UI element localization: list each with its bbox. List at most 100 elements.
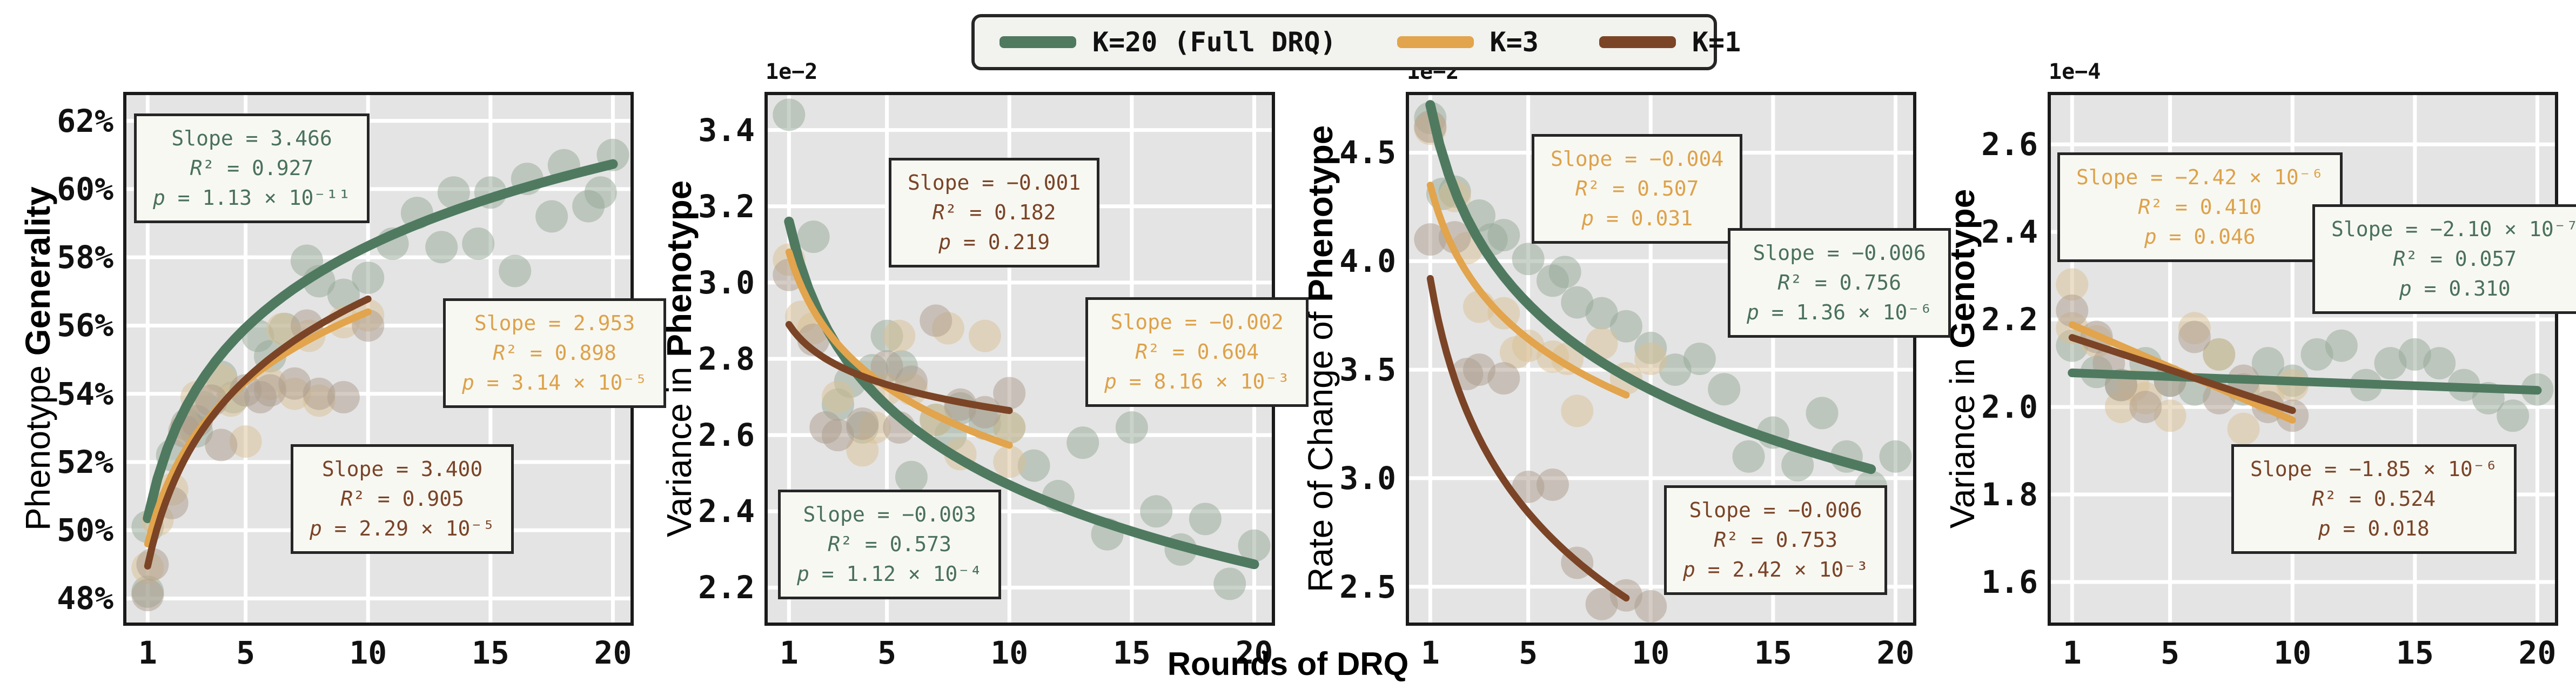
x-tick-label: 20 (2518, 634, 2557, 671)
scatter-point (1066, 426, 1099, 459)
y-tick-label: 56% (57, 307, 113, 344)
slope-value: Slope = 3.400 (321, 457, 483, 481)
r-squared-value: R² = 0.057 (2393, 247, 2517, 271)
r-squared-value: R² = 0.753 (1714, 528, 1837, 552)
scatter-point (1609, 310, 1642, 343)
x-tick-label: 20 (1235, 634, 1273, 671)
r-squared-value: R² = 0.524 (2312, 487, 2436, 511)
y-tick-label: 2.0 (1981, 389, 2038, 426)
y-tick-label: 3.4 (698, 111, 755, 149)
panel-variance-in-genotype: 1e−4 Variance in Genotype Slope = −2.42 … (1943, 59, 2576, 671)
scatter-point (1487, 219, 1520, 252)
stats-annotation: Slope = −0.003 R² = 0.573 p = 1.12 × 10⁻… (778, 490, 1002, 600)
scatter-point (352, 262, 385, 295)
slope-value: Slope = −0.006 (1689, 498, 1862, 522)
scatter-point (327, 381, 360, 414)
scatter-point (1017, 449, 1050, 482)
scatter-point (1585, 297, 1618, 330)
x-tick-label: 1 (779, 634, 799, 671)
scatter-point (2227, 412, 2260, 445)
scatter-point (253, 374, 286, 407)
scatter-point (1140, 495, 1173, 528)
fit-line-k20fulldrq (1425, 100, 1876, 474)
y-tick-label: 2.5 (1339, 568, 1396, 605)
scatter-point (1463, 353, 1495, 386)
scatter-point (1561, 394, 1594, 427)
scatter-point (1487, 362, 1520, 395)
r-squared-value: R² = 0.573 (828, 532, 951, 557)
scatter-point (1536, 468, 1569, 501)
y-axis-label: Variance in Genotype (1943, 189, 1982, 529)
legend: K=20 (Full DRQ) K=3 K=1 (971, 14, 1741, 70)
y-tick-label: 3.2 (698, 188, 755, 225)
scatter-point (870, 350, 903, 383)
legend-label-k20: K=20 (Full DRQ) (1092, 26, 1337, 58)
scatter-point (1115, 411, 1148, 444)
plot-frame (2048, 92, 2558, 626)
scatter-point (1548, 256, 1581, 289)
scatter-point (1238, 529, 1271, 562)
y-tick-label: 3.0 (698, 264, 755, 301)
scatter-point (1512, 329, 1545, 362)
scatter-point (846, 407, 879, 440)
fit-line-k1 (144, 295, 372, 570)
p-value: p = 1.13 × 10⁻¹¹ (153, 186, 351, 210)
legend-label-k1: K=1 (1692, 26, 1741, 58)
scatter-point (2203, 338, 2236, 371)
scatter-point (2398, 338, 2431, 371)
r-squared-value: R² = 0.604 (1135, 340, 1259, 364)
y-tick-label: 4.5 (1339, 134, 1396, 171)
slope-value: Slope = −1.85 × 10⁻⁶ (2250, 457, 2498, 481)
x-tick-label: 10 (990, 634, 1029, 671)
axis-offset-label: 1e−2 (766, 59, 818, 84)
scatter-point (797, 220, 830, 253)
y-tick-label: 2.8 (698, 340, 755, 377)
fit-line-k1 (785, 321, 1013, 414)
r-squared-value: R² = 0.182 (932, 200, 1056, 225)
y-tick-label: 1.8 (1981, 476, 2038, 513)
scatter-point (1512, 470, 1545, 503)
p-value: p = 2.29 × 10⁻⁵ (310, 517, 495, 541)
x-tick-label: 15 (471, 634, 509, 671)
legend-item-k1: K=1 (1599, 26, 1741, 58)
r-squared-value: R² = 0.756 (1777, 271, 1901, 295)
scatter-point (535, 200, 568, 233)
panel-phenotype-generality: Phenotype Generality Slope = 3.466 R² = … (18, 92, 667, 671)
x-tick-label: 1 (138, 634, 157, 671)
y-tick-label: 50% (57, 512, 113, 549)
y-tick-label: 48% (57, 580, 113, 617)
plot-frame (1406, 92, 1916, 626)
scatter-point (821, 419, 854, 452)
scatter-point (1879, 440, 1912, 473)
scatter-point (1512, 243, 1545, 276)
x-tick-label: 5 (1519, 634, 1538, 671)
legend-item-k20: K=20 (Full DRQ) (999, 26, 1337, 58)
x-tick-label: 15 (1754, 634, 1792, 671)
p-value: p = 1.12 × 10⁻⁴ (797, 562, 983, 586)
scatter-point (2129, 391, 2162, 424)
scatter-point (2056, 268, 2089, 301)
scatter-point (229, 425, 262, 458)
r-squared-value: R² = 0.507 (1575, 177, 1699, 201)
scatter-point (1189, 503, 1222, 536)
p-value: p = 0.219 (938, 230, 1050, 255)
p-value: p = 3.14 × 10⁻⁵ (462, 371, 648, 395)
p-value: p = 0.031 (1581, 206, 1693, 231)
x-tick-label: 5 (236, 634, 256, 671)
fit-line-k20fulldrq (784, 216, 1259, 570)
slope-value: Slope = 3.466 (171, 126, 332, 150)
axis-offset-label: 1e−4 (2049, 59, 2101, 84)
stats-annotation: Slope = 2.953 R² = 0.898 p = 3.14 × 10⁻⁵ (443, 298, 667, 409)
scatter-point (2325, 329, 2358, 362)
y-tick-label: 52% (57, 443, 113, 480)
slope-value: Slope = −2.10 × 10⁻⁷ (2331, 217, 2576, 241)
stats-annotation: Slope = −0.006 R² = 0.753 p = 2.42 × 10⁻… (1664, 485, 1888, 596)
x-axis-label: Rounds of DRQ (1167, 646, 1409, 682)
fit-line-k1 (2068, 334, 2296, 414)
panel-variance-in-phenotype: 1e−2 Variance in Phenotype Slope = −0.00… (660, 59, 1309, 671)
stats-annotation: Slope = 3.400 R² = 0.905 p = 2.29 × 10⁻⁵ (291, 444, 514, 554)
x-tick-label: 20 (594, 634, 632, 671)
x-tick-label: 5 (877, 634, 897, 671)
scatter-point (993, 411, 1026, 444)
x-tick-label: 10 (349, 634, 387, 671)
